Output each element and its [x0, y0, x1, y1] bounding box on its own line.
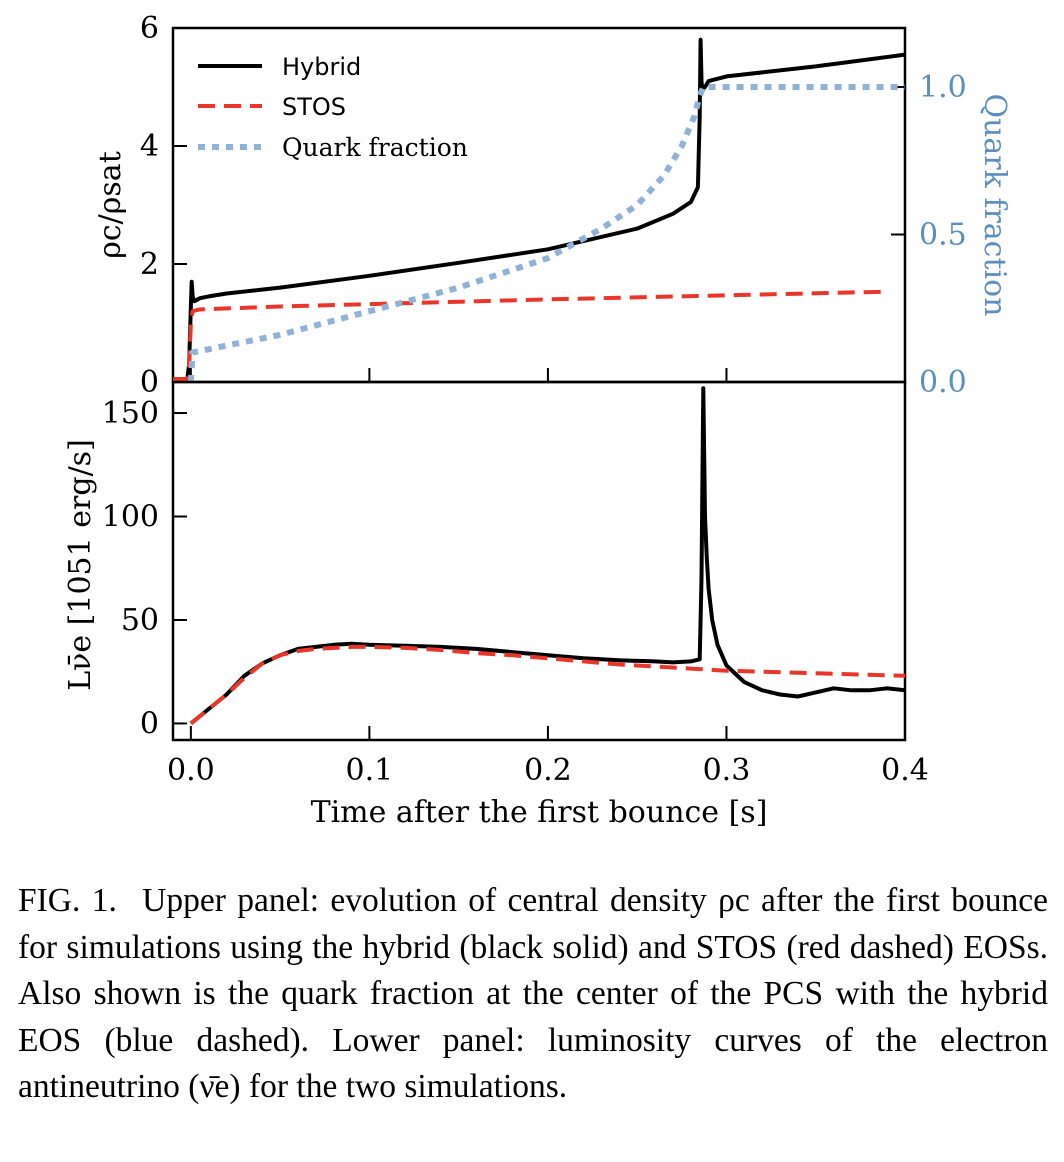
x-tick-label: 0.2	[524, 753, 572, 788]
x-axis-label: Time after the first bounce [s]	[311, 795, 768, 830]
lower-x-ticks: 0.0 0.1 0.2 0.3 0.4	[167, 726, 929, 788]
series-line-stos	[189, 644, 906, 725]
series-line-hybrid	[173, 37, 906, 382]
right-y-tick-label: 1.0	[919, 70, 967, 105]
x-tick-label: 0.4	[881, 753, 929, 788]
series-line-quark-fraction	[187, 84, 905, 383]
figure-caption: FIG. 1. Upper panel: evolution of centra…	[18, 878, 1048, 1111]
y-tick-label: 4	[140, 129, 159, 164]
upper-panel-frame	[171, 26, 907, 384]
y-tick-label: 0	[140, 365, 159, 400]
upper-y-ticks: 0 2 4 6	[140, 11, 187, 400]
upper-x-ticks	[189, 368, 906, 382]
upper-right-y-ticks: 0.0 0.5 1.0	[891, 70, 967, 400]
x-tick-label: 0.0	[167, 753, 215, 788]
lower-panel-frame	[171, 380, 907, 742]
lower-panel: 0.0 0.1 0.2 0.3 0.4 0 50 100 150 Lν̄e [1051 erg…	[63, 380, 929, 830]
legend-stos-label: STOS	[282, 93, 346, 121]
y-tick-label: 50	[121, 603, 159, 638]
y-tick-label: 0	[140, 706, 159, 741]
legend-quark-label: Quark fraction	[282, 133, 468, 162]
series-line-hybrid	[189, 386, 906, 725]
right-y-tick-label: 0.0	[919, 365, 967, 400]
y-tick-label: 100	[102, 500, 159, 535]
series-line-stos	[173, 289, 888, 382]
legend: Hybrid STOS Quark fraction	[198, 53, 468, 162]
caption-text: Upper panel: evolution of central densit…	[18, 882, 1049, 1105]
lower-series	[189, 386, 906, 725]
upper-y-axis-label: ρc/ρsat	[93, 151, 128, 259]
y-tick-label: 2	[140, 247, 159, 282]
y-tick-label: 6	[140, 11, 159, 46]
lower-y-ticks: 0 50 100 150	[102, 396, 187, 741]
legend-hybrid-label: Hybrid	[282, 53, 361, 81]
x-tick-label: 0.1	[346, 753, 394, 788]
figure: 0 2 4 6 0.0 0.5 1.0 ρc/ρsat Quark fraction Hy…	[63, 11, 1012, 830]
upper-right-y-axis-label: Quark fraction	[977, 93, 1012, 316]
y-tick-label: 150	[102, 396, 159, 431]
x-tick-label: 0.3	[703, 753, 751, 788]
upper-panel: 0 2 4 6 0.0 0.5 1.0 ρc/ρsat Quark fraction Hy…	[93, 11, 1012, 400]
caption-figure-number: FIG. 1.	[18, 882, 117, 919]
lower-y-axis-label: Lν̄e [1051 erg/s]	[63, 439, 98, 691]
right-y-tick-label: 0.5	[919, 218, 967, 253]
upper-series	[173, 37, 906, 383]
